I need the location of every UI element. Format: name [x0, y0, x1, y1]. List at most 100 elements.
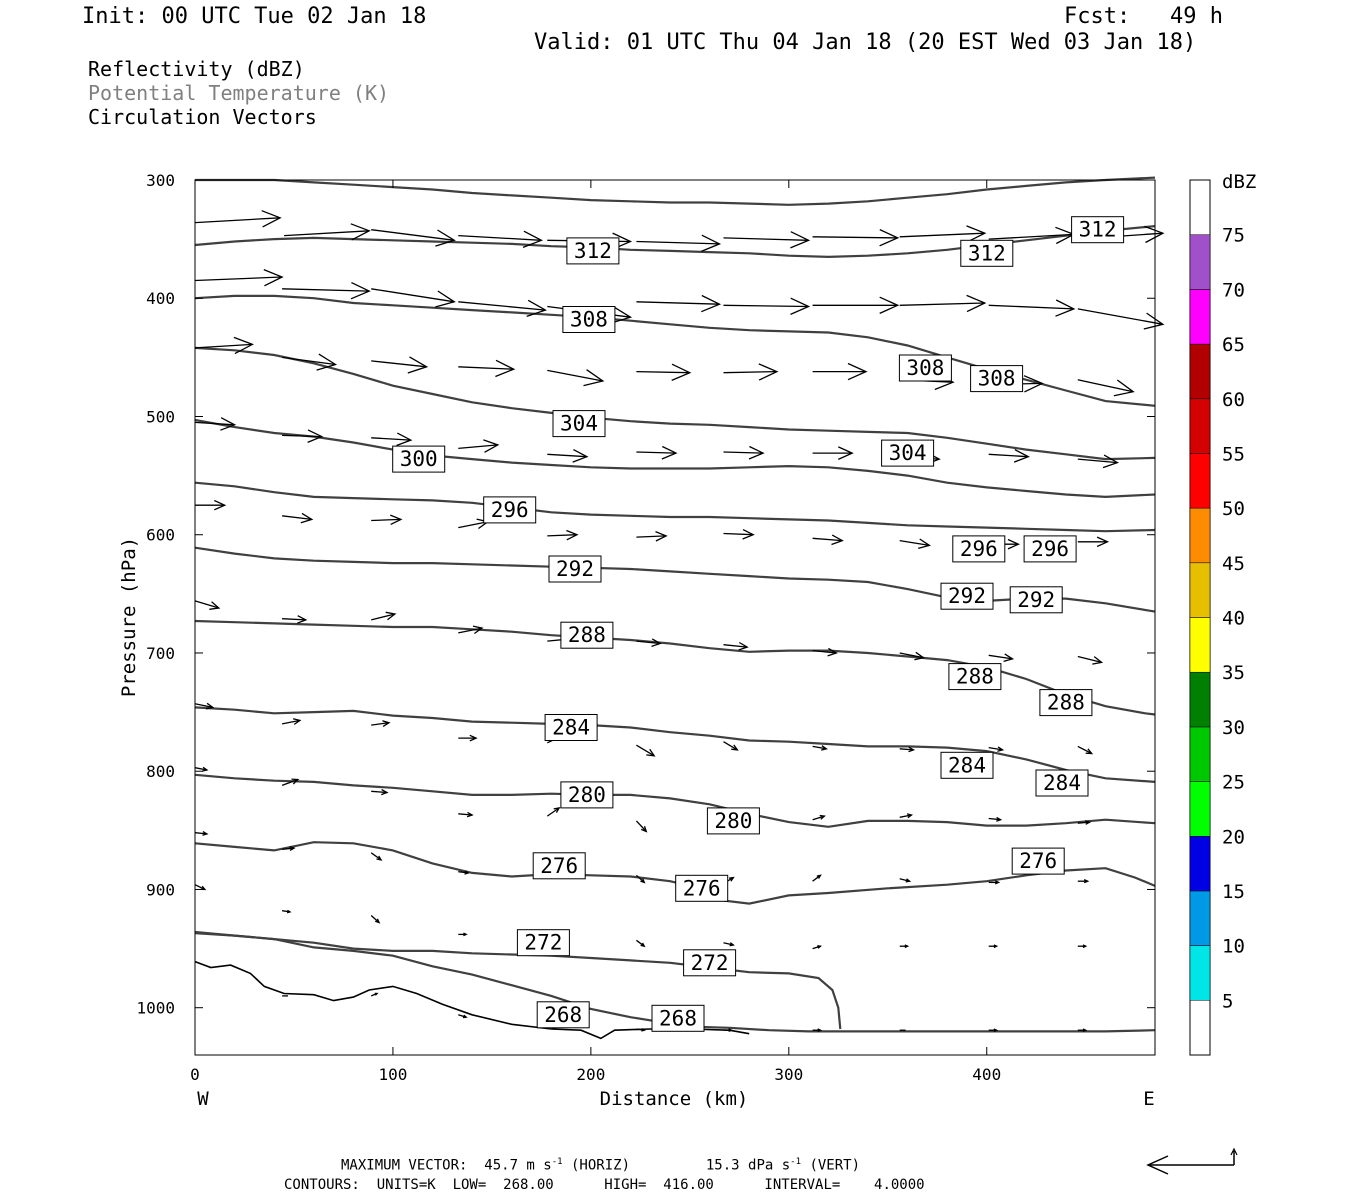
- circulation-vector: [812, 745, 828, 751]
- vector-head: [209, 601, 221, 610]
- circulation-vector: [1077, 536, 1110, 548]
- contour-label: 268: [544, 1003, 582, 1027]
- vector-head: [646, 748, 656, 757]
- colorbar-level-label: 50: [1222, 498, 1245, 520]
- vector-head: [742, 529, 755, 540]
- vector-shaft: [899, 539, 930, 547]
- circulation-vector: [458, 870, 470, 875]
- y-tick-label: 900: [146, 880, 175, 899]
- colorbar-swatch: [1189, 671, 1211, 728]
- vector-head: [738, 641, 749, 651]
- contour-label: 272: [691, 951, 729, 975]
- circulation-vector: [723, 363, 779, 381]
- colorbar-swatch: [1189, 945, 1211, 1001]
- vector-shaft: [636, 240, 720, 245]
- vector-shaft: [458, 813, 473, 816]
- vector-head: [914, 651, 925, 661]
- vector-shaft: [812, 815, 825, 821]
- vector-shaft: [988, 746, 1003, 751]
- contour-label: 304: [560, 412, 598, 436]
- vector-head: [758, 363, 779, 381]
- vector-shaft: [723, 532, 754, 536]
- vector-head: [522, 230, 543, 249]
- vector-shaft: [723, 304, 809, 308]
- circulation-vector: [899, 878, 912, 883]
- vector-shaft: [194, 600, 219, 609]
- contour-label: 296: [491, 498, 529, 522]
- vector-head: [831, 534, 844, 546]
- contour-label: 292: [556, 557, 594, 581]
- x-tick-label: 400: [972, 1065, 1001, 1084]
- contour-label-box: [1071, 216, 1125, 244]
- maximum-vector-horizontal-unit: [563, 1158, 571, 1174]
- vector-head: [651, 638, 662, 648]
- vector-shaft: [1077, 821, 1090, 824]
- circulation-vector: [1077, 819, 1092, 825]
- circulation-vector: [636, 363, 692, 381]
- contour-label-box: [651, 1004, 705, 1032]
- circulation-vector: [458, 811, 474, 818]
- vector-shaft: [458, 627, 483, 634]
- reference-vector-tip: [1230, 1147, 1238, 1156]
- vector-head: [966, 225, 987, 243]
- vector-head: [918, 538, 931, 550]
- vector-head: [655, 530, 668, 542]
- colorbar-swatch: [1189, 617, 1211, 673]
- vector-head: [1082, 944, 1088, 949]
- vector-head: [350, 282, 371, 300]
- vector-shaft: [282, 847, 295, 850]
- contour-label-box: [548, 555, 602, 583]
- vector-shaft: [899, 878, 910, 882]
- vector-head: [307, 429, 324, 444]
- colorbar-swatch: [1189, 453, 1211, 509]
- vector-head: [1143, 312, 1165, 330]
- vector-shaft: [636, 640, 661, 645]
- vector-head: [435, 229, 456, 247]
- vector-head: [291, 778, 300, 785]
- y-axis-label: Pressure (hPa): [118, 537, 140, 697]
- vector-head: [966, 294, 987, 313]
- vector-head: [396, 432, 413, 447]
- y-axis: 300 400 500 600 700 800 900 1000: [136, 171, 1155, 1018]
- contour-label-box: [560, 621, 614, 649]
- vector-head: [466, 811, 474, 818]
- circulation-vector: [636, 530, 668, 542]
- circulation-vector: [636, 234, 722, 253]
- circulation-vector: [371, 514, 403, 525]
- colorbar-level-label: 30: [1222, 717, 1245, 739]
- contour-label-box: [881, 439, 935, 467]
- vector-shaft: [812, 874, 821, 882]
- circulation-vector: [458, 932, 468, 937]
- contour-label: 296: [960, 537, 998, 561]
- circulation-vector: [636, 294, 722, 313]
- circulation-vector: [812, 362, 868, 381]
- maximum-vector-line: MAXIMUM VECTOR: 45.7 m s-1 (HORIZ) 15.3 …: [341, 1157, 860, 1174]
- circulation-vector: [194, 884, 207, 891]
- circulation-vector: [458, 230, 543, 249]
- vector-head: [289, 845, 296, 851]
- vector-head: [748, 445, 765, 460]
- west-label: W: [197, 1088, 209, 1110]
- vector-shaft: [194, 767, 208, 771]
- vector-head: [1085, 819, 1092, 825]
- vector-shaft: [194, 884, 206, 891]
- vector-shaft: [194, 703, 213, 709]
- vector-head: [1085, 748, 1094, 755]
- circulation-vector: [899, 538, 931, 550]
- circulation-vector: [899, 944, 910, 949]
- circulation-vector: [194, 268, 284, 287]
- vector-shaft: [458, 521, 489, 529]
- circulation-vector: [988, 880, 1001, 885]
- maximum-vector-vertical-exponent: -1: [790, 1157, 802, 1167]
- vector-shaft: [723, 237, 809, 241]
- circulation-vector: [546, 807, 561, 817]
- vector-head: [1003, 653, 1015, 663]
- contour-label-box: [1023, 535, 1077, 563]
- contour-label: 312: [574, 239, 612, 263]
- circulation-vector: [284, 223, 371, 241]
- circulation-vector: [458, 439, 500, 453]
- vector-head: [463, 932, 468, 937]
- maximum-vector-horiz-tag: (HORIZ): [571, 1157, 631, 1174]
- circulation-vector: [1077, 379, 1135, 397]
- circulation-vector: [194, 417, 237, 431]
